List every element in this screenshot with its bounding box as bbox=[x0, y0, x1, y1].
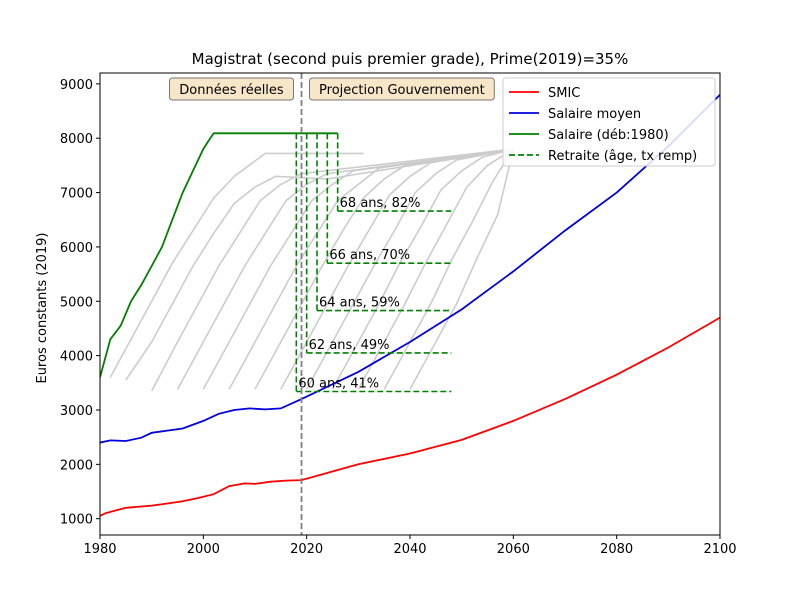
cohort-curve-10 bbox=[331, 148, 514, 390]
cohort-curve-5 bbox=[202, 148, 514, 390]
series-line-2 bbox=[100, 94, 720, 444]
x-tick-label-5: 2060 bbox=[497, 542, 530, 557]
retirement-label-2: 62 ans, 49% bbox=[309, 338, 390, 353]
cohort-curve-1 bbox=[109, 152, 364, 378]
retirement-label-3: 64 ans, 59% bbox=[319, 296, 400, 311]
legend: SMIC Salaire moyen Salaire (déb:1980) Retra… bbox=[502, 77, 716, 167]
series-line-3 bbox=[100, 132, 338, 378]
y-tick-label-2: 2000 bbox=[60, 458, 93, 473]
legend-label-2: Salaire moyen bbox=[548, 107, 641, 122]
y-tick-label-4: 4000 bbox=[60, 350, 93, 365]
retirement-label-1: 60 ans, 41% bbox=[298, 377, 379, 392]
retirement-label-5: 68 ans, 82% bbox=[340, 196, 421, 211]
y-tick-label-5: 5000 bbox=[60, 295, 93, 310]
axes: 1980 2000 2020 2040 2060 2080 2100 1000 2000 3000… bbox=[60, 72, 737, 557]
chart-title: Magistrat (second puis premier grade), P… bbox=[192, 50, 629, 68]
x-tick-label-7: 2100 bbox=[703, 542, 736, 557]
legend-label-4: Retraite (âge, tx remp) bbox=[548, 149, 697, 164]
plot-content bbox=[100, 73, 720, 535]
series-line-1 bbox=[100, 316, 720, 517]
annotations: 60 ans, 41% 62 ans, 49% 64 ans, 59% 66 ans,… bbox=[169, 77, 495, 392]
x-tick-label-1: 1980 bbox=[83, 542, 116, 557]
annotation-box-2 bbox=[309, 77, 495, 101]
legend-label-1: SMIC bbox=[548, 86, 580, 101]
annotation-box-text-2: Projection Gouvernement bbox=[319, 83, 485, 98]
cohort-curve-13 bbox=[409, 148, 515, 390]
y-tick-label-6: 6000 bbox=[60, 241, 93, 256]
y-tick-label-8: 8000 bbox=[60, 132, 93, 147]
cohort-curve-4 bbox=[176, 148, 514, 390]
cohort-curve-8 bbox=[280, 148, 514, 390]
y-tick-label-9: 9000 bbox=[60, 78, 93, 93]
cohort-curve-9 bbox=[305, 148, 514, 390]
legend-label-3: Salaire (déb:1980) bbox=[548, 128, 669, 143]
cohort-curve-7 bbox=[254, 148, 514, 390]
x-tick-label-4: 2040 bbox=[393, 542, 426, 557]
legend-box bbox=[502, 77, 716, 167]
y-tick-label-7: 7000 bbox=[60, 187, 93, 202]
x-tick-label-3: 2020 bbox=[290, 542, 323, 557]
annotation-box-1 bbox=[169, 77, 294, 101]
retirement-label-4: 66 ans, 70% bbox=[329, 248, 410, 263]
x-tick-label-6: 2080 bbox=[600, 542, 633, 557]
cohort-curve-11 bbox=[357, 148, 514, 390]
x-tick-label-2: 2000 bbox=[187, 542, 220, 557]
y-tick-label-1: 1000 bbox=[60, 513, 93, 528]
y-tick-label-3: 3000 bbox=[60, 404, 93, 419]
y-axis-label: Euros constants (2019) bbox=[35, 232, 50, 383]
cohort-curve-12 bbox=[383, 148, 514, 390]
annotation-box-text-1: Données réelles bbox=[179, 83, 284, 98]
cohort-curve-3 bbox=[150, 148, 514, 392]
